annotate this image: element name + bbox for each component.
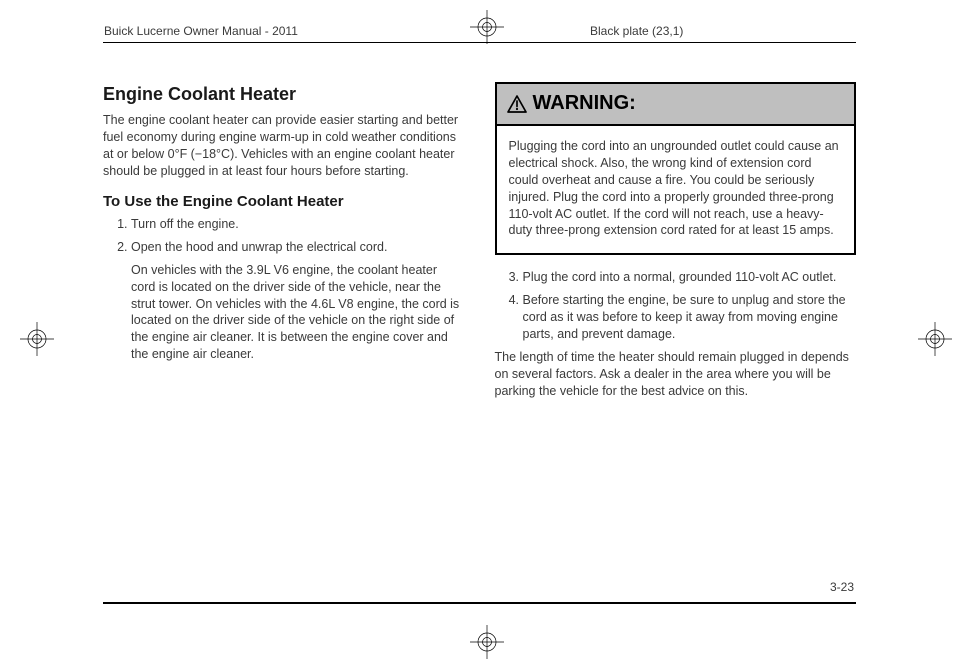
header-manual-title: Buick Lucerne Owner Manual - 2011 (104, 24, 298, 38)
rule-top (103, 42, 856, 43)
step-3-text: Plug the cord into a normal, grounded 11… (523, 270, 837, 284)
steps-list-left: Turn off the engine. Open the hood and u… (103, 216, 465, 363)
heading-engine-coolant-heater: Engine Coolant Heater (103, 82, 465, 106)
registration-mark-bottom (470, 625, 504, 659)
step-2-text: Open the hood and unwrap the electrical … (131, 240, 387, 254)
intro-paragraph: The engine coolant heater can provide ea… (103, 112, 465, 180)
content-area: Engine Coolant Heater The engine coolant… (103, 82, 856, 409)
registration-mark-left (20, 322, 54, 356)
step-1-text: Turn off the engine. (131, 217, 239, 231)
registration-mark-right (918, 322, 952, 356)
rule-bottom (103, 602, 856, 604)
warning-box: WARNING: Plugging the cord into an ungro… (495, 82, 857, 255)
column-right: WARNING: Plugging the cord into an ungro… (495, 82, 857, 409)
header-plate: Black plate (23,1) (590, 24, 683, 38)
step-4-text: Before starting the engine, be sure to u… (523, 293, 846, 341)
page-number: 3-23 (830, 580, 854, 594)
step-2: Open the hood and unwrap the electrical … (131, 239, 465, 363)
step-4: Before starting the engine, be sure to u… (523, 292, 857, 343)
registration-mark-top (470, 10, 504, 44)
warning-label: WARNING: (533, 90, 636, 117)
step-2-sub: On vehicles with the 3.9L V6 engine, the… (131, 262, 465, 363)
step-3: Plug the cord into a normal, grounded 11… (523, 269, 857, 286)
closing-paragraph: The length of time the heater should rem… (495, 349, 857, 400)
warning-body: Plugging the cord into an ungrounded out… (497, 126, 855, 253)
heading-to-use: To Use the Engine Coolant Heater (103, 192, 465, 212)
warning-title-bar: WARNING: (497, 84, 855, 126)
step-1: Turn off the engine. (131, 216, 465, 233)
steps-list-right: Plug the cord into a normal, grounded 11… (495, 269, 857, 343)
warning-triangle-icon (507, 95, 527, 113)
column-left: Engine Coolant Heater The engine coolant… (103, 82, 465, 409)
